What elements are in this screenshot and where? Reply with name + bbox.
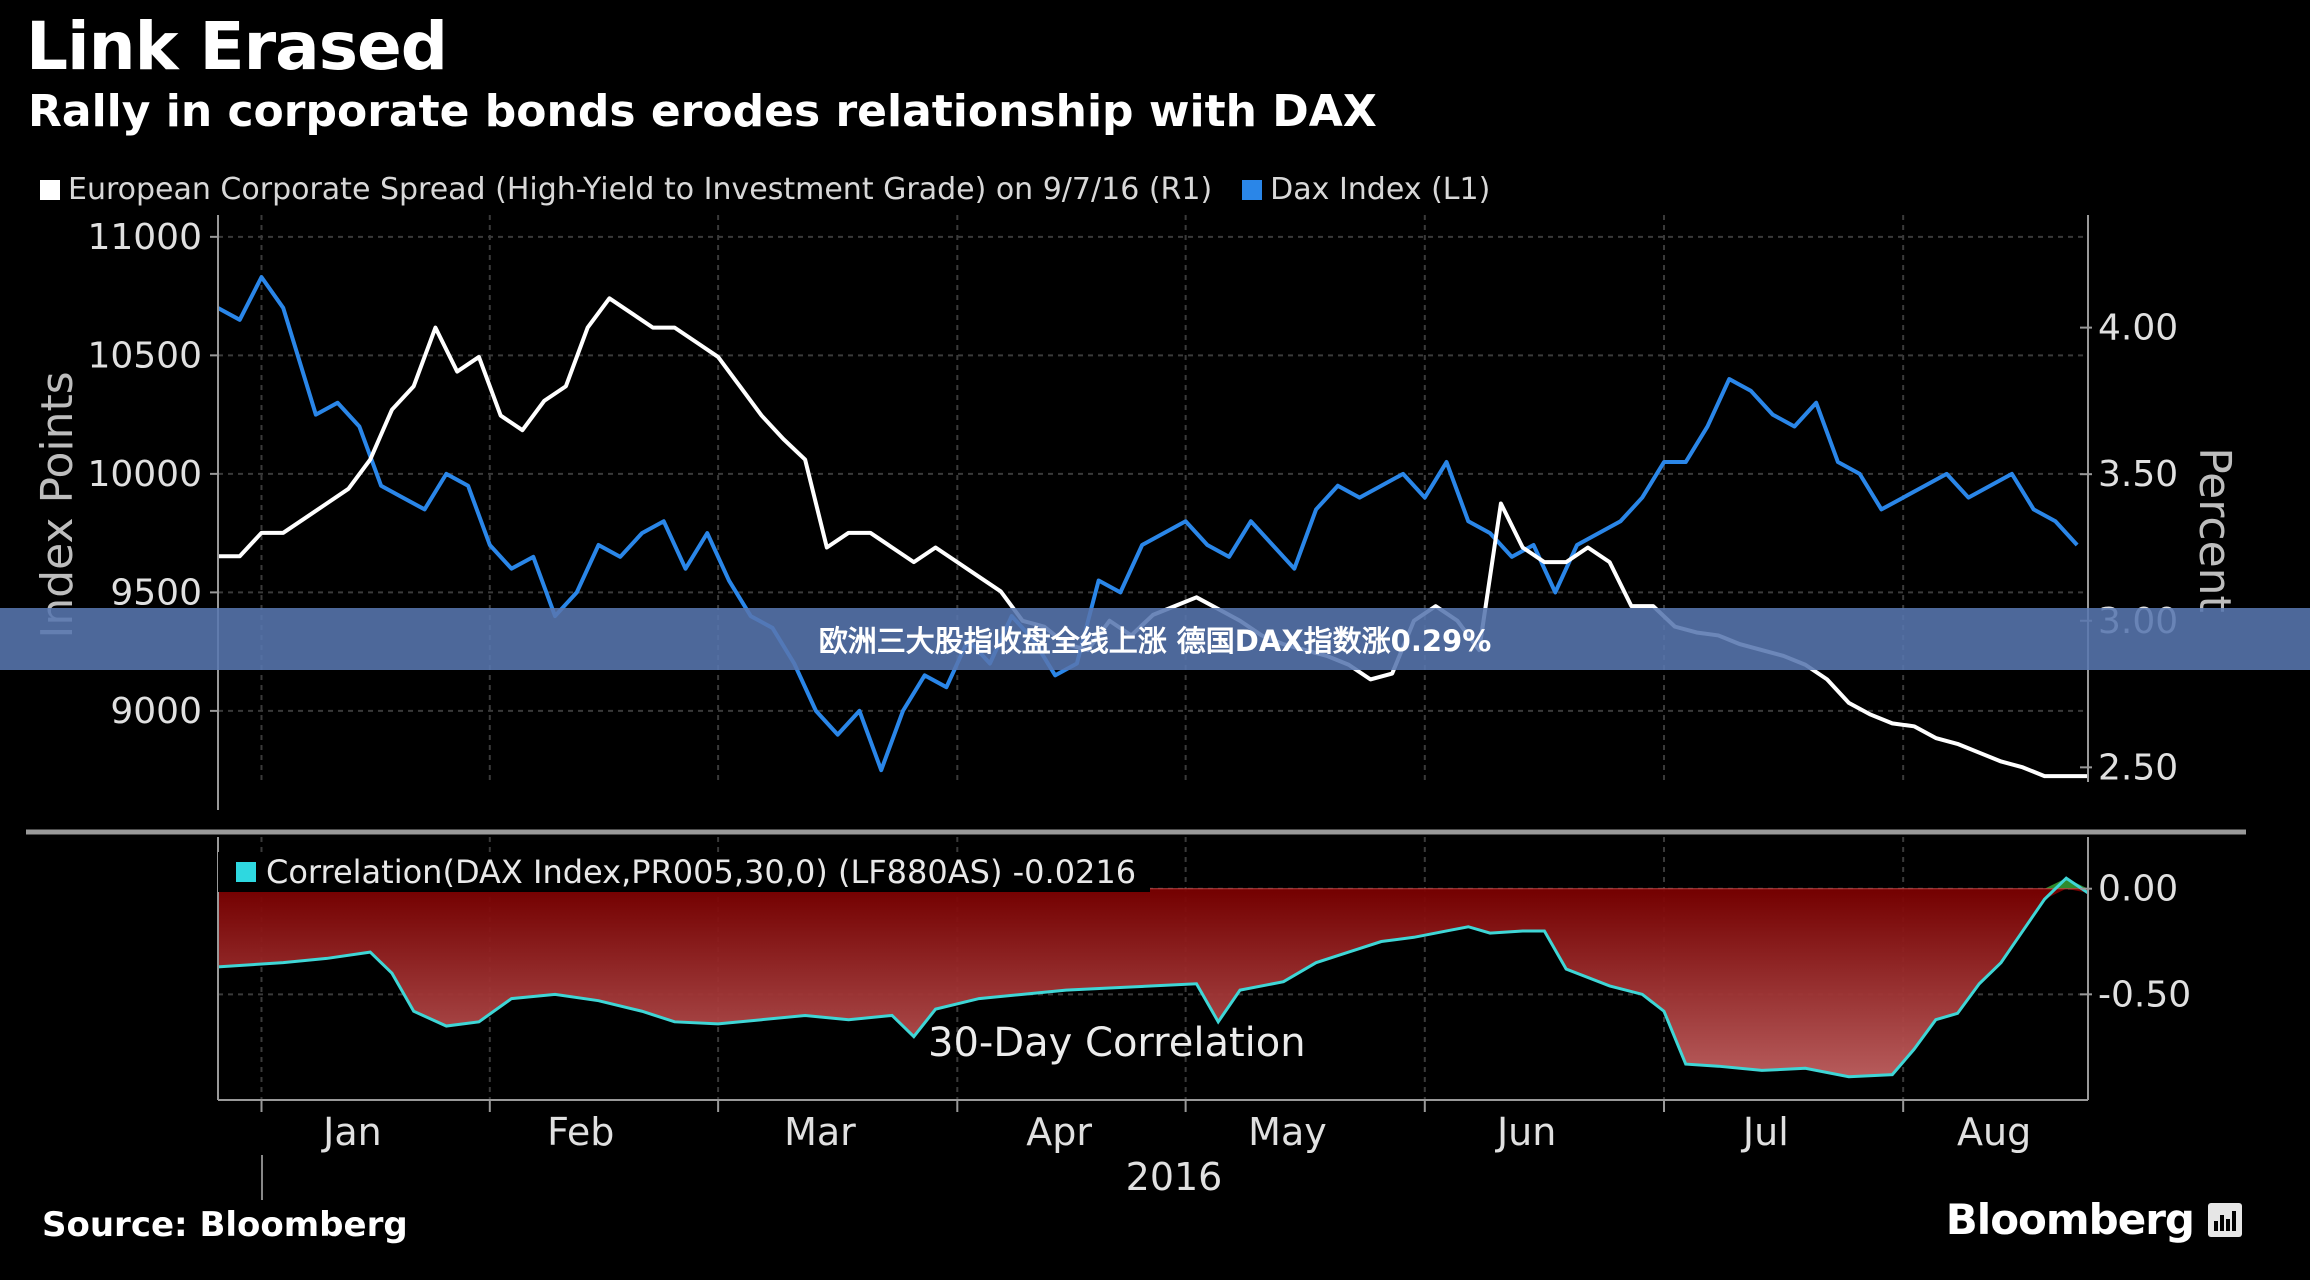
y-tick-label-left: 11000 (87, 217, 202, 258)
chart-subtitle: Rally in corporate bonds erodes relation… (28, 86, 1377, 137)
correlation-line (217, 876, 2089, 1079)
legend-label-spread: European Corporate Spread (High-Yield to… (68, 172, 1213, 207)
y-tick-label-right: 4.00 (2098, 308, 2178, 349)
source-note: Source: Bloomberg (42, 1205, 408, 1245)
x-tick-label: Jan (321, 1110, 382, 1154)
legend-item-spread: European Corporate Spread (High-Yield to… (40, 172, 1212, 207)
y-tick-label-lower: -0.50 (2098, 974, 2191, 1015)
x-tick-label: Jul (1741, 1110, 1789, 1154)
y-tick-label-right: 2.50 (2098, 747, 2178, 788)
x-tick-label: Apr (1026, 1110, 1092, 1154)
x-tick-label: Mar (784, 1110, 856, 1154)
legend-swatch-spread (40, 179, 60, 200)
correlation-legend-text: Correlation(DAX Index,PR005,30,0) (LF880… (266, 853, 1137, 891)
x-year-label: 2016 (1126, 1155, 1223, 1199)
news-banner[interactable]: 欧洲三大股指收盘全线上涨 德国DAX指数涨0.29% (0, 608, 2310, 670)
y-axis-title-right: Percent (2189, 447, 2240, 613)
x-tick-label: Jun (1495, 1110, 1556, 1154)
series-lines (217, 275, 2088, 779)
chart-title: Link Erased (26, 8, 448, 85)
y-tick-label-left: 9500 (110, 572, 202, 613)
correlation-legend: Correlation(DAX Index,PR005,30,0) (LF880… (218, 852, 1151, 892)
y-tick-label-left: 10500 (87, 335, 202, 376)
x-tick-label: May (1248, 1110, 1327, 1154)
x-tick-label: Feb (547, 1110, 614, 1154)
y-tick-label-right: 3.50 (2098, 454, 2178, 495)
dax-index-line (217, 275, 2079, 773)
bloomberg-terminal-icon (2208, 1202, 2242, 1237)
legend: European Corporate Spread (High-Yield to… (40, 172, 1520, 207)
y-axis-title-left: Index Points (32, 371, 83, 638)
legend-label-dax: Dax Index (L1) (1270, 172, 1491, 207)
correlation-negative-fill (218, 888, 2088, 1077)
brand-name: Bloomberg (1945, 1195, 2195, 1244)
correlation-title: 30-Day Correlation (928, 1020, 1306, 1066)
legend-swatch-dax (1242, 179, 1263, 200)
correlation-swatch (236, 862, 256, 882)
bloomberg-logo: Bloomberg (1946, 1195, 2242, 1244)
legend-item-dax: Dax Index (L1) (1242, 172, 1490, 207)
y-tick-label-left: 9000 (110, 691, 202, 732)
y-tick-label-lower: 0.00 (2098, 869, 2178, 910)
axes: 900095001000010500110002.503.003.504.00I… (26, 215, 2246, 1200)
y-tick-label-left: 10000 (87, 454, 202, 495)
x-tick-label: Aug (1957, 1110, 2031, 1154)
